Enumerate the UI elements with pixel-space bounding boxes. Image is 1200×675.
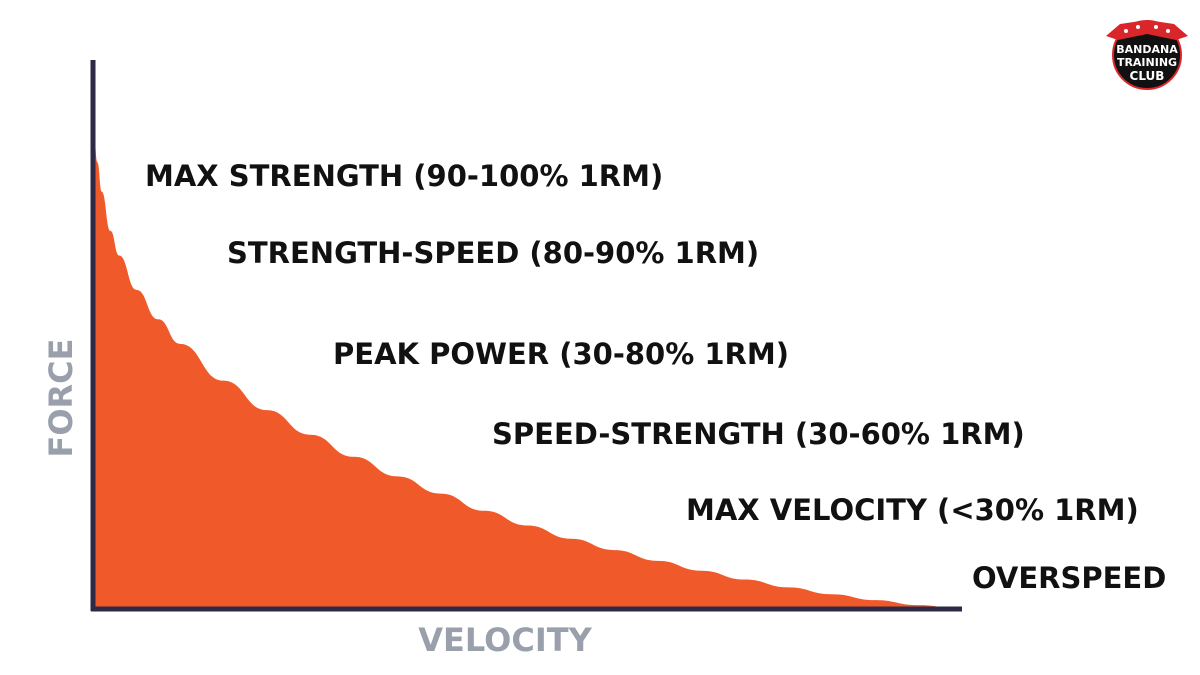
logo-text-training: TRAINING	[1117, 56, 1177, 69]
logo-dot	[1124, 29, 1128, 33]
logo-bandana-shape	[1106, 20, 1188, 40]
logo-text-bandana: BANDANA	[1116, 43, 1178, 56]
force-velocity-area	[93, 118, 962, 609]
axis-layer	[90, 60, 962, 612]
logo-dot	[1154, 25, 1158, 29]
logo-text-club: CLUB	[1130, 69, 1165, 83]
x-axis-title: VELOCITY	[418, 621, 592, 659]
logo-dot	[1136, 25, 1140, 29]
annotation-max-strength: MAX STRENGTH (90-100% 1RM)	[145, 159, 663, 193]
annotation-layer: MAX STRENGTH (90-100% 1RM) STRENGTH-SPEE…	[145, 159, 1166, 595]
y-axis-title: FORCE	[42, 338, 80, 457]
annotation-speed-strength: SPEED-STRENGTH (30-60% 1RM)	[492, 417, 1025, 451]
logo-dot	[1166, 29, 1170, 33]
area-layer	[93, 118, 962, 609]
annotation-overspeed: OVERSPEED	[972, 561, 1166, 595]
annotation-peak-power: PEAK POWER (30-80% 1RM)	[333, 337, 789, 371]
annotation-max-velocity: MAX VELOCITY (<30% 1RM)	[686, 493, 1139, 527]
annotation-strength-speed: STRENGTH-SPEED (80-90% 1RM)	[227, 236, 759, 270]
bandana-training-club-logo: BANDANA TRAINING CLUB	[1106, 20, 1188, 90]
